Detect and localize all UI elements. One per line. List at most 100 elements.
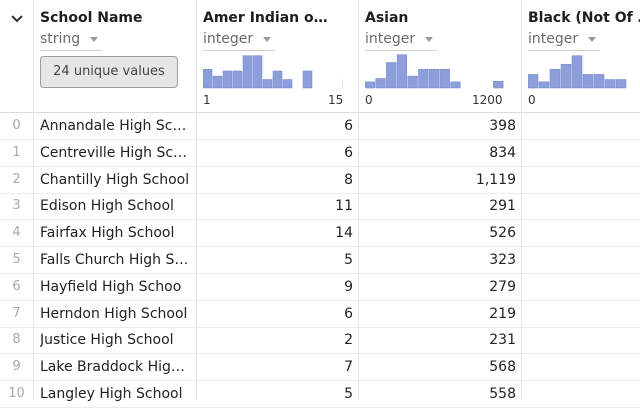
cell-amer-indian[interactable]: 9	[344, 278, 353, 295]
cell-school-name[interactable]: Falls Church High Sc…	[40, 252, 190, 268]
histogram-bar[interactable]	[203, 69, 213, 89]
histogram-bar[interactable]	[396, 54, 408, 89]
histogram-bar[interactable]	[252, 55, 263, 89]
cell-school-name[interactable]: Lake Braddock High …	[40, 359, 190, 376]
cell-school-name[interactable]: Chantilly High School	[40, 171, 190, 188]
histogram-bar[interactable]	[549, 69, 561, 89]
cell-school-name[interactable]: Annandale High Sch…	[40, 118, 190, 134]
histogram-bar[interactable]	[615, 79, 627, 89]
row-index[interactable]: 6	[12, 278, 21, 294]
row-index[interactable]: 5	[12, 252, 21, 267]
cell-asian[interactable]: 568	[489, 359, 516, 376]
row-index[interactable]: 1	[12, 144, 21, 160]
cell-asian[interactable]: 398	[489, 118, 516, 134]
table-row[interactable]: 10 Langley High School 5 558	[0, 381, 640, 408]
cell-asian[interactable]: 219	[489, 305, 516, 322]
column-title[interactable]: Asian	[365, 10, 409, 26]
type-label: string	[40, 31, 81, 47]
histogram[interactable]	[528, 54, 640, 90]
cell-asian[interactable]: 323	[489, 252, 516, 268]
histogram-bar[interactable]	[493, 80, 504, 89]
cell-amer-indian[interactable]: 6	[344, 305, 353, 322]
histogram-bar[interactable]	[593, 74, 605, 89]
type-selector[interactable]: integer	[203, 31, 276, 51]
histogram-bar[interactable]	[571, 55, 583, 89]
cell-school-name[interactable]: Herndon High School	[40, 305, 188, 322]
row-index[interactable]: 4	[12, 225, 21, 241]
cell-school-name[interactable]: Hayfield High Schoo	[40, 278, 182, 295]
histogram-bar[interactable]	[418, 69, 429, 89]
histogram-bar[interactable]	[528, 74, 539, 89]
histogram[interactable]	[203, 54, 343, 90]
table-row[interactable]: 9 Lake Braddock High … 7 568	[0, 354, 640, 382]
row-index[interactable]: 2	[12, 171, 21, 187]
table-row[interactable]: 5 Falls Church High Sc… 5 323	[0, 247, 640, 274]
histogram-bar[interactable]	[212, 75, 223, 89]
type-selector[interactable]: integer	[528, 31, 601, 51]
cell-amer-indian[interactable]: 5	[344, 252, 353, 268]
histogram-bar[interactable]	[242, 55, 253, 89]
histogram[interactable]	[365, 54, 505, 90]
axis-max-label: 1200	[472, 93, 503, 107]
row-index[interactable]: 9	[12, 359, 21, 375]
histogram-bar[interactable]	[272, 70, 283, 89]
cell-asian[interactable]: 291	[489, 198, 516, 215]
histogram-bar[interactable]	[386, 62, 397, 89]
row-index[interactable]: 10	[8, 386, 25, 401]
cell-amer-indian[interactable]: 5	[344, 386, 353, 402]
table-row[interactable]: 8 Justice High School 2 231	[0, 327, 640, 355]
cell-amer-indian[interactable]: 6	[344, 118, 353, 134]
unique-values-button[interactable]: 24 unique values	[40, 56, 178, 88]
cell-amer-indian[interactable]: 2	[344, 332, 353, 349]
chevron-down-icon[interactable]	[9, 11, 25, 27]
histogram-bar[interactable]	[302, 70, 313, 89]
cell-asian[interactable]: 1,119	[475, 171, 516, 188]
histogram-bar[interactable]	[375, 78, 386, 89]
row-index[interactable]: 0	[12, 118, 21, 133]
row-index[interactable]: 3	[12, 198, 21, 214]
cell-asian[interactable]: 231	[489, 332, 516, 349]
cell-asian[interactable]: 279	[489, 278, 516, 295]
histogram-bar[interactable]	[538, 81, 550, 89]
table-row[interactable]: 7 Herndon High School 6 219	[0, 301, 640, 328]
table-row[interactable]: 6 Hayfield High Schoo 9 279	[0, 274, 640, 301]
row-index[interactable]: 7	[12, 305, 21, 321]
row-index[interactable]: 8	[12, 332, 21, 348]
cell-amer-indian[interactable]: 11	[335, 198, 353, 215]
type-selector[interactable]: integer	[365, 31, 438, 51]
table-row[interactable]: 4 Fairfax High School 14 526	[0, 220, 640, 248]
cell-school-name[interactable]: Fairfax High School	[40, 225, 175, 242]
cell-asian[interactable]: 558	[489, 386, 516, 402]
type-selector[interactable]: string	[40, 31, 103, 51]
cell-amer-indian[interactable]: 14	[335, 225, 353, 242]
histogram-bar[interactable]	[604, 79, 616, 89]
histogram-bar[interactable]	[428, 69, 440, 89]
cell-amer-indian[interactable]: 6	[344, 144, 353, 161]
table-row[interactable]: 3 Edison High School 11 291	[0, 193, 640, 221]
table-row[interactable]: 1 Centreville High Scho… 6 834	[0, 140, 640, 167]
table-row[interactable]: 0 Annandale High Sch… 6 398	[0, 113, 640, 140]
cell-school-name[interactable]: Justice High School	[40, 332, 174, 349]
cell-amer-indian[interactable]: 7	[344, 359, 353, 376]
cell-asian[interactable]: 526	[489, 225, 516, 242]
column-title[interactable]: Amer Indian o…	[203, 10, 328, 26]
column-title[interactable]: School Name	[40, 10, 143, 26]
cell-asian[interactable]: 834	[489, 144, 516, 161]
histogram-bar[interactable]	[407, 75, 418, 89]
cell-school-name[interactable]: Edison High School	[40, 198, 174, 215]
histogram-bar[interactable]	[560, 63, 572, 89]
histogram-bar[interactable]	[439, 69, 450, 89]
column-title[interactable]: Black (Not Of …	[528, 10, 640, 26]
histogram-bar[interactable]	[262, 79, 273, 89]
cell-school-name[interactable]: Langley High School	[40, 386, 183, 402]
cell-school-name[interactable]: Centreville High Scho…	[40, 144, 190, 161]
histogram-bar[interactable]	[582, 74, 594, 89]
histogram-bar[interactable]	[282, 79, 293, 89]
histogram-bar[interactable]	[365, 81, 375, 89]
table-row[interactable]: 2 Chantilly High School 8 1,119	[0, 167, 640, 194]
type-label: integer	[528, 31, 579, 47]
histogram-bar[interactable]	[222, 70, 233, 89]
histogram-bar[interactable]	[450, 81, 461, 89]
cell-amer-indian[interactable]: 8	[344, 171, 353, 188]
histogram-bar[interactable]	[232, 70, 243, 89]
